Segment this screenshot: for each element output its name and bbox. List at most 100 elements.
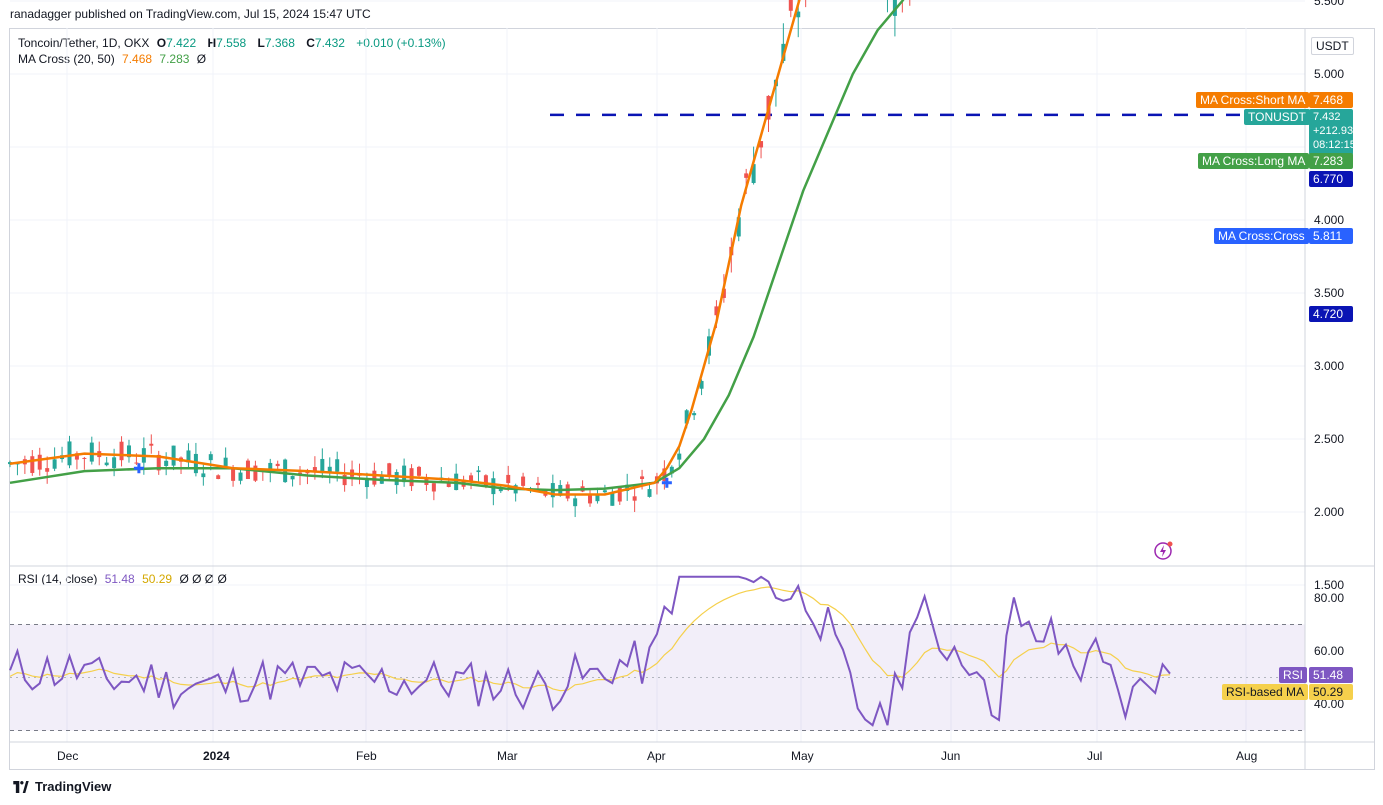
rsi-tick-label: 40.00	[1314, 697, 1344, 711]
ma-legend: MA Cross (20, 50) 7.468 7.283 Ø	[18, 52, 210, 66]
price-tick-label: 4.000	[1314, 213, 1344, 227]
candle-body	[126, 445, 131, 458]
rsi-legend: RSI (14, close) 51.48 50.29 Ø Ø Ø Ø	[18, 572, 231, 586]
brand-name: TradingView	[35, 779, 112, 794]
candle-body	[335, 459, 340, 472]
candle-body	[573, 498, 578, 507]
candle-body	[692, 413, 697, 416]
candle-body	[640, 476, 645, 480]
candle-body	[721, 288, 726, 298]
candle-body	[119, 441, 124, 461]
candle-body	[231, 468, 236, 481]
candle-body	[483, 475, 488, 486]
candle-body	[535, 482, 540, 486]
cross-label-tag: MA Cross:Cross	[1214, 228, 1309, 244]
candle-body	[268, 462, 273, 472]
bar-countdown: 08:12:15	[1313, 139, 1356, 151]
price-tick-label: 1.500	[1314, 578, 1344, 592]
candle-body	[312, 467, 317, 472]
long-ma-label-tag: MA Cross:Long MA	[1198, 153, 1310, 169]
candle-body	[759, 141, 764, 148]
candle-body	[82, 457, 87, 459]
long-ma-value-tag: 7.283	[1309, 153, 1353, 169]
time-tick-label: 2024	[203, 749, 230, 763]
candle-body	[744, 173, 749, 178]
price-change: +0.010 (+0.13%)	[356, 36, 446, 50]
long-ma-line	[9, 0, 905, 492]
time-tick-label: Apr	[647, 749, 666, 763]
candle-body	[134, 462, 139, 464]
rsi-line	[9, 575, 1171, 727]
candle-body	[610, 493, 615, 506]
candle-body	[506, 474, 511, 483]
time-tick-label: Mar	[497, 749, 518, 763]
candle-body	[208, 454, 213, 461]
candle-body	[617, 487, 622, 502]
candle-body	[223, 457, 228, 466]
candle-body	[156, 454, 161, 471]
price-tick-label: 5.000	[1314, 67, 1344, 81]
candle-body	[104, 462, 109, 466]
tradingview-brand[interactable]: TradingView	[12, 779, 111, 794]
candle-body	[736, 217, 741, 237]
rsi-name[interactable]: RSI (14, close)	[18, 572, 98, 586]
candle-body	[149, 443, 154, 446]
candle-body	[565, 484, 570, 499]
candle-body	[37, 454, 42, 470]
rsi-value-tag: 51.48	[1309, 667, 1353, 683]
candle-body	[751, 164, 756, 184]
support-level-tag: 6.770	[1309, 171, 1353, 187]
candle-body	[647, 489, 652, 497]
time-tick-label: Aug	[1236, 749, 1257, 763]
candle-body	[394, 472, 399, 486]
candle-body	[446, 482, 451, 487]
candle-body	[298, 472, 303, 475]
candle-body	[201, 473, 206, 478]
candle-body	[521, 476, 526, 486]
lower-level-tag: 4.720	[1309, 306, 1353, 322]
rsi-tick-label: 80.00	[1314, 591, 1344, 605]
candle-body	[171, 445, 176, 466]
ticker-tag: TONUSDT	[1244, 109, 1310, 125]
time-tick-label: Jun	[941, 749, 960, 763]
ohlc-open: O7.422	[156, 36, 197, 50]
rsi-legend-value: 51.48	[104, 572, 135, 586]
candle-body	[595, 493, 600, 502]
candle-body	[52, 459, 57, 469]
symbol-name[interactable]: Toncoin/Tether, 1D, OKX	[18, 36, 150, 50]
price-tag: 7.432 +212.93% 08:12:15	[1309, 109, 1363, 155]
ma-cross-marker	[133, 463, 144, 474]
rsi-band	[10, 624, 1305, 731]
candle-body	[372, 470, 377, 485]
currency-selector[interactable]: USDT	[1311, 37, 1354, 55]
candle-body	[342, 474, 347, 486]
ohlc-high: H7.558	[207, 36, 247, 50]
rsi-label-tag: RSI	[1279, 667, 1308, 683]
price-tick-label: 2.000	[1314, 505, 1344, 519]
ma-cross-marker	[661, 477, 672, 488]
rsi-zeros: Ø Ø Ø Ø	[179, 572, 227, 586]
price-tick-label: 3.000	[1314, 359, 1344, 373]
candle-body	[677, 453, 682, 460]
rsi-ma-label-tag: RSI-based MA	[1222, 684, 1309, 700]
candle-body	[67, 441, 72, 466]
candle-body	[275, 463, 280, 467]
short-ma-value-tag: 7.468	[1309, 92, 1353, 108]
cross-value-tag: 5.811	[1309, 228, 1353, 244]
candle-body	[788, 0, 793, 11]
price-tick-label: 5.500	[1314, 0, 1344, 8]
candle-body	[30, 456, 35, 473]
alert-lightning-icon[interactable]	[1153, 540, 1175, 562]
rsi-tick-label: 60.00	[1314, 644, 1344, 658]
candle-body	[327, 466, 332, 473]
candle-body	[387, 463, 392, 476]
candle-body	[216, 475, 221, 480]
candle-body	[684, 410, 689, 424]
ohlc-low: L7.368	[257, 36, 295, 50]
candle-body	[632, 496, 637, 501]
price-tick-label: 2.500	[1314, 432, 1344, 446]
time-tick-label: Dec	[57, 749, 78, 763]
candle-body	[402, 465, 407, 483]
ma-name[interactable]: MA Cross (20, 50)	[18, 52, 115, 66]
